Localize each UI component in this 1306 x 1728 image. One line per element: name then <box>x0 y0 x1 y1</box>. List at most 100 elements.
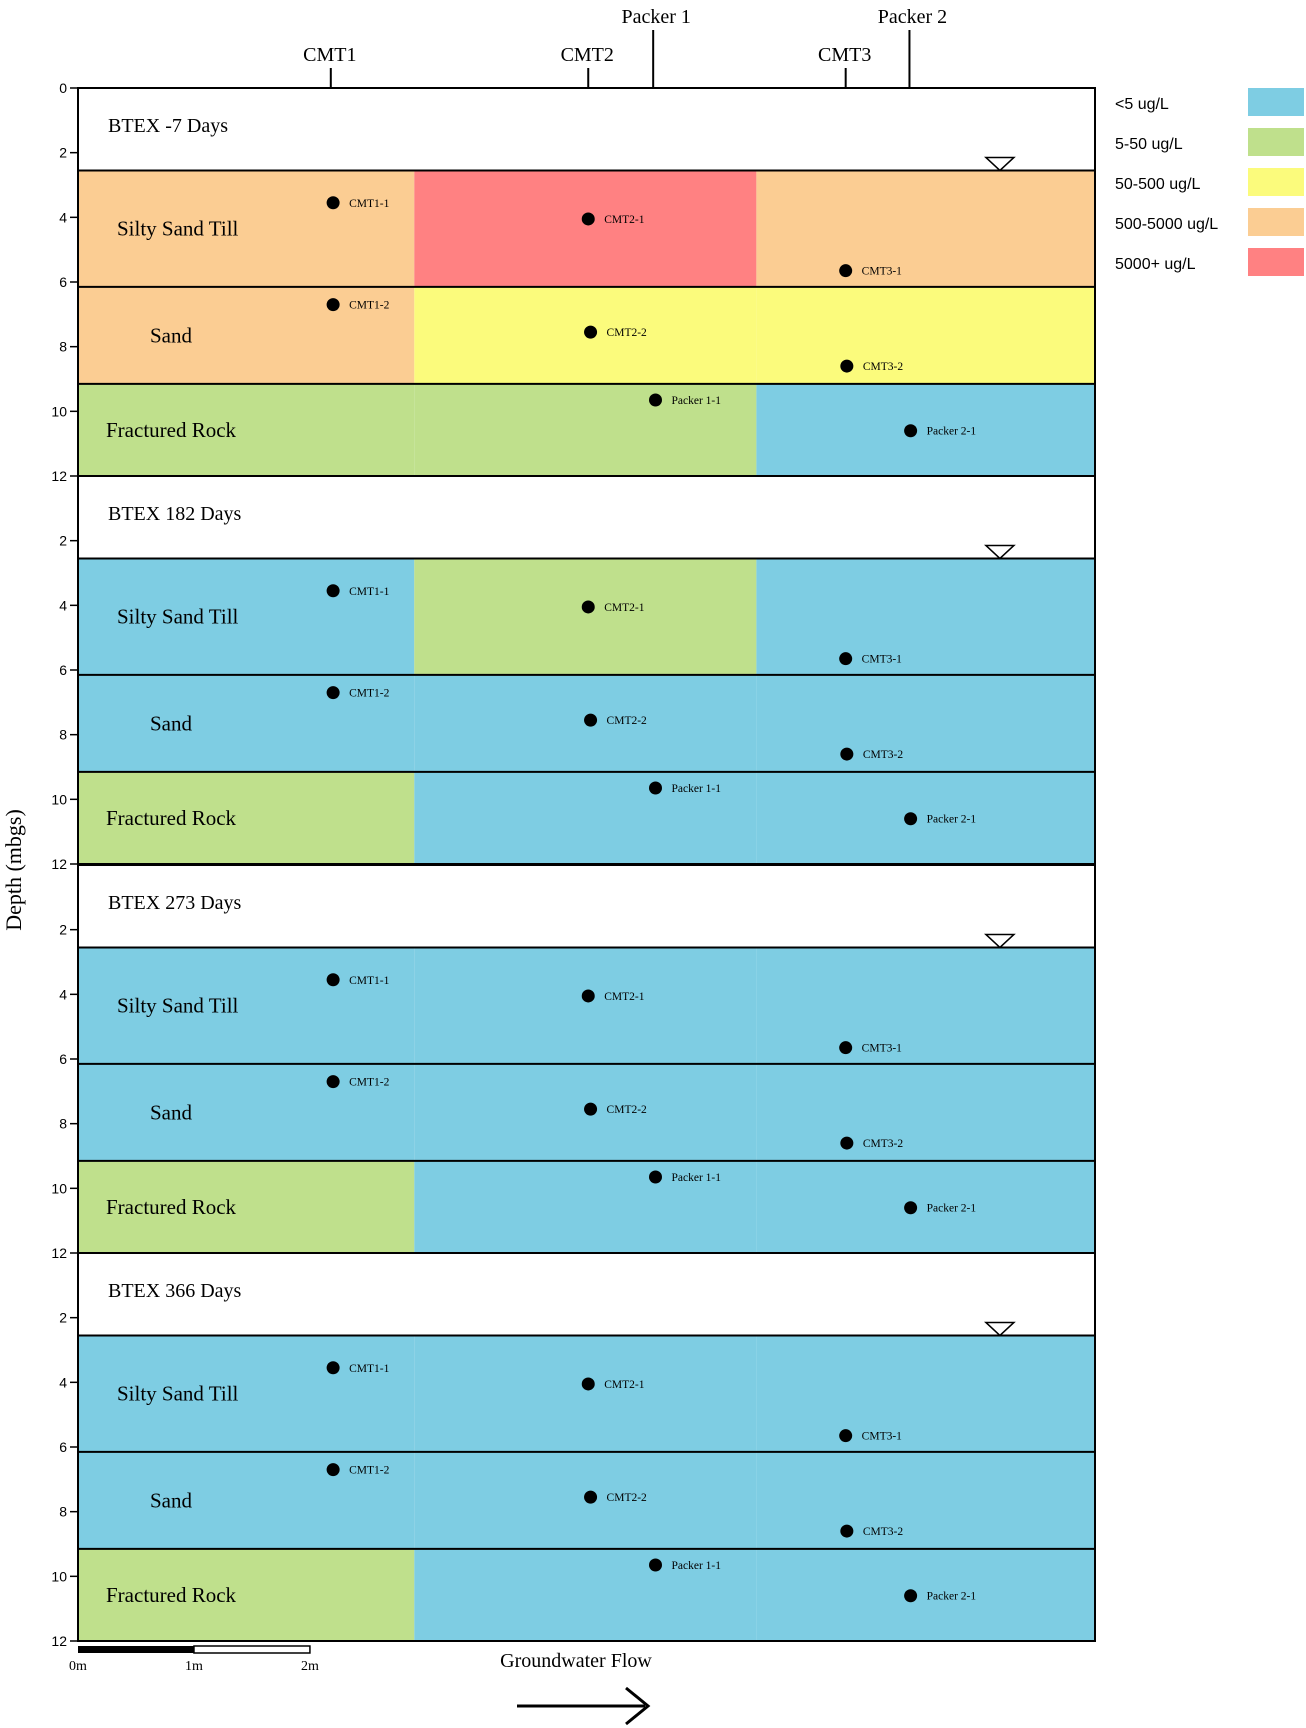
depth-axis-label: Depth (mbgs) <box>1 809 26 931</box>
panels: Silty Sand Till Sand Fractured Rock BTEX -7… <box>51 80 1096 1649</box>
concentration-zone <box>414 383 757 476</box>
sampling-point <box>904 1589 918 1603</box>
concentration-zone <box>414 1160 757 1253</box>
depth-tick-label: 8 <box>59 339 67 355</box>
panel-title: BTEX 182 Days <box>108 503 242 525</box>
well-label: Packer 2 <box>878 6 947 28</box>
sampling-point <box>326 1075 340 1089</box>
flow-arrow-icon <box>625 1686 651 1726</box>
concentration-zone <box>756 558 1095 675</box>
depth-tick-label: 2 <box>59 145 67 161</box>
sampling-point <box>581 212 595 226</box>
sampling-point-label: Packer 1-1 <box>671 783 721 795</box>
depth-tick-label: 10 <box>51 1180 67 1196</box>
sampling-point <box>840 747 854 761</box>
sampling-point <box>581 989 595 1003</box>
depth-tick-label: 10 <box>51 791 67 807</box>
depth-tick-label: 4 <box>59 597 67 613</box>
depth-tick-label: 12 <box>51 856 67 872</box>
sampling-point <box>648 393 662 407</box>
sampling-point <box>840 1524 854 1538</box>
layer-label: Fractured Rock <box>106 418 237 442</box>
layer-label: Silty Sand Till <box>117 1382 239 1406</box>
concentration-zone <box>756 947 1095 1064</box>
concentration-zone <box>78 674 415 772</box>
concentration-zone <box>78 1160 415 1253</box>
concentration-zone <box>756 1451 1095 1549</box>
panel-1: Silty Sand Till Sand Fractured Rock BTEX -7… <box>51 80 1096 484</box>
concentration-zone <box>756 1063 1095 1161</box>
groundwater-flow-label: Groundwater Flow <box>500 1650 652 1672</box>
concentration-zone <box>756 674 1095 772</box>
sampling-point-label: Packer 1-1 <box>671 395 721 407</box>
sampling-point-label: CMT3-1 <box>862 654 903 666</box>
layer-label: Fractured Rock <box>106 1195 237 1219</box>
sampling-point-label: CMT1-2 <box>349 1077 390 1089</box>
legend: <5 ug/L 5-50 ug/L 50-500 ug/L 500-5000 ug/L… <box>1115 88 1304 276</box>
well-headers: CMT1 CMT2 Packer 1 CMT3 Packer 2 <box>303 6 947 88</box>
legend-label: 5-50 ug/L <box>1115 136 1183 153</box>
depth-tick-label: 2 <box>59 533 67 549</box>
sampling-point <box>840 359 854 373</box>
depth-tick-label: 4 <box>59 986 67 1002</box>
panel-title: BTEX -7 Days <box>108 115 228 137</box>
depth-tick-label: 0 <box>59 80 67 96</box>
legend-label: 5000+ ug/L <box>1115 256 1196 273</box>
concentration-zone <box>78 1451 415 1549</box>
water-table-icon <box>984 933 1016 949</box>
sampling-point-label: Packer 2-1 <box>927 426 977 438</box>
concentration-zone <box>756 1548 1095 1641</box>
sampling-point-label: CMT2-2 <box>607 715 648 727</box>
sampling-point <box>904 1201 918 1215</box>
sampling-point <box>326 584 340 598</box>
sampling-point <box>326 298 340 312</box>
sampling-point-label: CMT1-2 <box>349 1465 390 1477</box>
sampling-point-label: CMT3-2 <box>863 1138 904 1150</box>
depth-tick-label: 8 <box>59 1504 67 1520</box>
sampling-point <box>584 325 598 339</box>
sampling-point-label: Packer 2-1 <box>927 1591 977 1603</box>
layer-label: Sand <box>150 1100 193 1124</box>
panel-4: Silty Sand Till Sand Fractured Rock BTEX 36… <box>51 1252 1096 1649</box>
scale-bar-white <box>193 1645 311 1654</box>
sampling-point-label: CMT2-2 <box>607 327 648 339</box>
depth-tick-label: 12 <box>51 1633 67 1649</box>
layer-label: Sand <box>150 1488 193 1512</box>
sampling-point <box>904 424 918 438</box>
sampling-point <box>839 264 853 278</box>
concentration-zone <box>78 558 415 675</box>
well-label: CMT1 <box>303 44 356 66</box>
sampling-point-label: CMT2-2 <box>607 1104 648 1116</box>
sampling-point-label: CMT1-2 <box>349 688 390 700</box>
well-label: CMT3 <box>818 44 871 66</box>
concentration-zone <box>414 771 757 864</box>
legend-label: <5 ug/L <box>1115 96 1169 113</box>
depth-tick-label: 2 <box>59 1310 67 1326</box>
depth-tick-label: 10 <box>51 1568 67 1584</box>
sampling-point <box>326 1463 340 1477</box>
sampling-point <box>648 1558 662 1572</box>
sampling-point-label: CMT1-1 <box>349 1363 390 1375</box>
sampling-point-label: CMT2-1 <box>604 214 645 226</box>
concentration-zone <box>756 1335 1095 1452</box>
water-table-icon <box>984 544 1016 560</box>
legend-swatch <box>1248 248 1304 276</box>
layer-label: Silty Sand Till <box>117 217 239 241</box>
sampling-point <box>584 1490 598 1504</box>
sampling-point <box>581 600 595 614</box>
layer-label: Silty Sand Till <box>117 994 239 1018</box>
sampling-point <box>326 1361 340 1375</box>
sampling-point-label: Packer 1-1 <box>671 1172 721 1184</box>
concentration-zone <box>756 771 1095 864</box>
depth-tick-label: 8 <box>59 1116 67 1132</box>
sampling-point-label: CMT1-1 <box>349 586 390 598</box>
legend-swatch <box>1248 168 1304 196</box>
legend-label: 500-5000 ug/L <box>1115 216 1218 233</box>
sampling-point-label: Packer 2-1 <box>927 1203 977 1215</box>
scale-bar-label: 1m <box>185 1659 203 1674</box>
layer-label: Fractured Rock <box>106 1583 237 1607</box>
concentration-zone <box>756 383 1095 476</box>
layer-label: Fractured Rock <box>106 806 237 830</box>
concentration-zone <box>78 383 415 476</box>
